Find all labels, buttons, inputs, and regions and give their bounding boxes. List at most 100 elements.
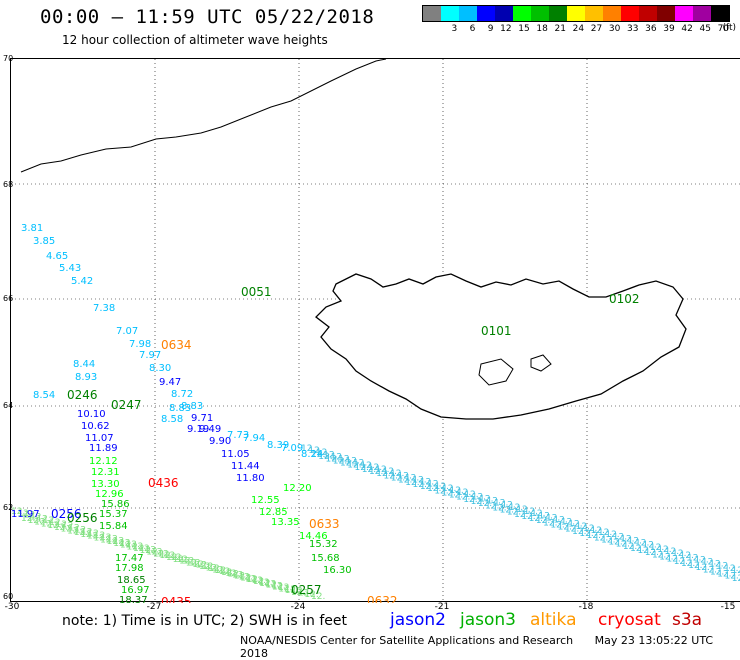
legend-pad [422,24,440,34]
swh-value: 15.86 [101,499,130,510]
lat-label: 66 [3,294,14,303]
track-mark: 12. [173,555,187,565]
legend-swatch [477,6,495,21]
track-mark: 12. [463,495,477,505]
track-mark: 12. [635,539,649,549]
track-mark: 12. [717,562,731,572]
swh-value: 12.96 [95,489,124,500]
legend-label: 18 [536,24,548,34]
lat-label: 62 [3,503,14,512]
legend-label: 27 [590,24,603,34]
lon-label: -15 [720,602,736,612]
legend-label: 9 [487,24,494,34]
track-mark: 12. [285,586,299,596]
lake [530,354,552,372]
track-mark: 12. [17,509,31,519]
track-mark: 12. [390,469,404,479]
track-mark: 12. [576,522,590,532]
track-mark: 12. [652,550,666,560]
track-mark: 12. [680,551,694,561]
swh-value: 11.80 [236,473,265,484]
swh-value: 8.72 [171,389,193,400]
track-mark: 12. [529,514,543,524]
swh-value: 11.97 [11,509,40,520]
iceland-coastline [315,273,687,420]
swh-value: 17.98 [115,563,144,574]
track-mark: 12. [601,535,615,545]
swh-value: 8.54 [33,390,55,401]
track-mark: 12. [565,525,579,535]
track-mark: 12. [405,473,419,483]
track-mark: 12. [291,587,305,597]
track-mark: 12. [67,526,81,536]
track-mark: 12. [340,459,354,469]
track-time-label: 0247 [111,398,142,412]
track-mark: 12. [616,540,630,550]
track-time-label: 0051 [241,285,272,299]
track-mark: 12. [598,528,612,538]
track-mark: 12. [346,457,360,467]
track-mark: 12. [427,480,441,490]
track-mark: 12. [56,520,70,530]
track-mark: 12. [613,532,627,542]
swh-value: 4.65 [46,251,68,262]
track-mark: 12. [304,590,318,600]
track-mark: 12. [709,560,723,570]
credit-line: NOAA/NESDIS Center for Satellite Applica… [240,634,740,660]
track-mark: 12. [176,555,190,565]
sat-altika: altika [530,610,577,630]
track-mark: 12. [331,452,345,462]
track-mark: 12. [100,535,114,545]
track-mark: 12. [628,536,642,546]
map-canvas: 12.12.12.12.12.12.12.12.12.12.12.12.12.1… [11,59,740,603]
track-mark: 12. [62,522,76,532]
track-mark: 12. [253,577,267,587]
color-legend: 3 6 9 12 15 18 21 24 27 30 33 36 39 42 45 70 (ft) [422,5,736,35]
swh-value: 3.85 [33,236,55,247]
track-mark: 12. [546,513,560,523]
track-mark: 12. [353,459,367,469]
track-mark: 12. [642,541,656,551]
track-mark: 12. [189,559,203,569]
track-mark: 12. [138,544,152,554]
lat-label: 60 [3,592,14,601]
track-time-label: 0634 [161,338,192,352]
track-time-label: 0102 [609,292,640,306]
track-mark: 12. [645,548,659,558]
track-mark: 12. [550,520,564,530]
track-mark: 12. [456,493,470,503]
track-mark: 12. [514,510,528,520]
track-mark: 12. [435,482,449,492]
track-time-label: 0632 [367,594,398,603]
track-mark: 12. [457,488,471,498]
track-mark: 12. [500,506,514,516]
legend-swatch [531,6,549,21]
swh-value: 16.97 [121,585,150,596]
track-mark: 12. [199,562,213,572]
legend-swatch [657,6,675,21]
track-mark: 12. [605,530,619,540]
track-mark: 12. [524,507,538,517]
swh-value: 18.37 [119,595,148,603]
legend-label: 70 [717,24,730,34]
track-mark: 12. [672,549,686,559]
track-mark: 12. [271,581,285,591]
track-mark: 12. [232,571,246,581]
track-mark: 12. [383,467,397,477]
legend-unit: (ft) [722,23,736,33]
track-mark: 12. [21,514,35,524]
track-mark: 12. [153,549,167,559]
track-mark: 12. [234,571,248,581]
track-mark: 12. [259,579,273,589]
track-time-label: 0435 [161,595,192,603]
legend-swatch [639,6,657,21]
track-mark: 12. [179,557,193,567]
track-mark: 12. [702,557,716,567]
swh-value: 13.35 [271,517,300,528]
swh-value: 18.65 [117,575,146,586]
legend-swatch [621,6,639,21]
track-mark: 12. [166,553,180,563]
track-mark: 12. [87,532,101,542]
track-mark: 12. [36,514,50,524]
track-mark: 12. [413,480,427,490]
